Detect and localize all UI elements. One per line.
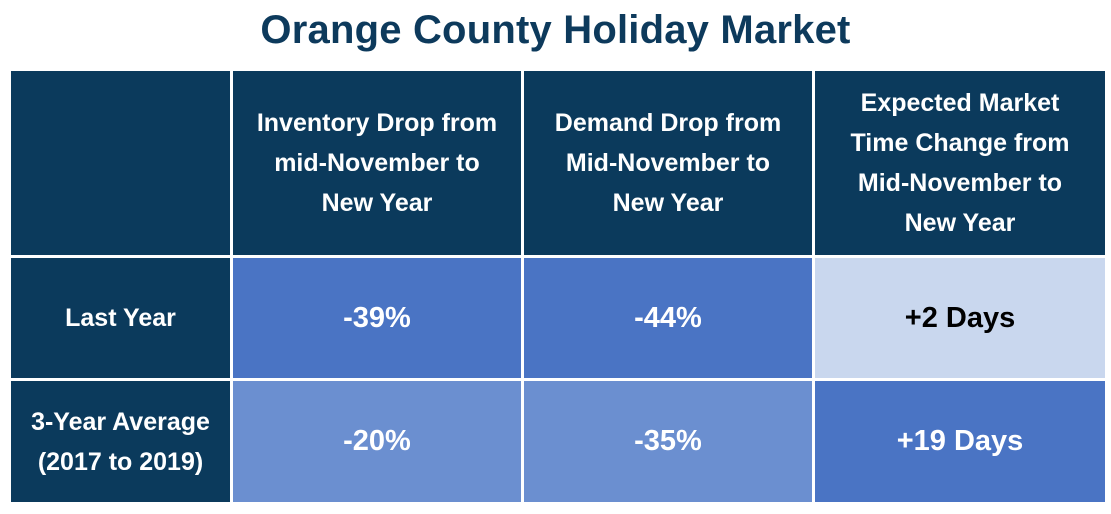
column-header-market-time-change: Expected Market Time Change from Mid-Nov… (815, 71, 1105, 255)
header-line: mid-November to (274, 149, 480, 177)
row-label-line: (2017 to 2019) (37, 447, 204, 476)
header-line: Demand Drop from (554, 109, 782, 137)
header-line: New Year (321, 189, 433, 217)
cell-3yr-demand-drop: -35% (524, 381, 812, 502)
column-header-inventory-drop: Inventory Drop from mid-November to New … (233, 71, 521, 255)
cell-3yr-market-time-change: +19 Days (815, 381, 1105, 502)
table-row-3-year-average: 3-Year Average (2017 to 2019) -20% -35% … (11, 381, 1105, 502)
corner-header-cell (11, 71, 230, 255)
cell-last-year-demand-drop: -44% (524, 258, 812, 378)
cell-last-year-inventory-drop: -39% (233, 258, 521, 378)
header-line: New Year (612, 189, 724, 217)
cell-3yr-inventory-drop: -20% (233, 381, 521, 502)
row-label-last-year: Last Year (11, 258, 230, 378)
row-label-line: Last Year (65, 304, 176, 332)
header-line: Mid-November to (565, 149, 771, 177)
row-label-3-year-average: 3-Year Average (2017 to 2019) (11, 381, 230, 502)
header-line: Expected Market (860, 89, 1060, 117)
header-row: Inventory Drop from mid-November to New … (11, 71, 1105, 255)
table-title: Orange County Holiday Market (260, 8, 851, 52)
header-line: Time Change from (850, 129, 1070, 157)
header-line: New Year (904, 209, 1016, 237)
column-header-demand-drop: Demand Drop from Mid-November to New Yea… (524, 71, 812, 255)
header-line: Mid-November to (857, 169, 1063, 197)
holiday-market-table: Inventory Drop from mid-November to New … (8, 68, 1108, 505)
header-line: Inventory Drop from (256, 109, 498, 137)
cell-last-year-market-time-change: +2 Days (815, 258, 1105, 378)
table-row-last-year: Last Year -39% -44% +2 Days (11, 258, 1105, 378)
row-label-line: 3-Year Average (31, 407, 210, 436)
